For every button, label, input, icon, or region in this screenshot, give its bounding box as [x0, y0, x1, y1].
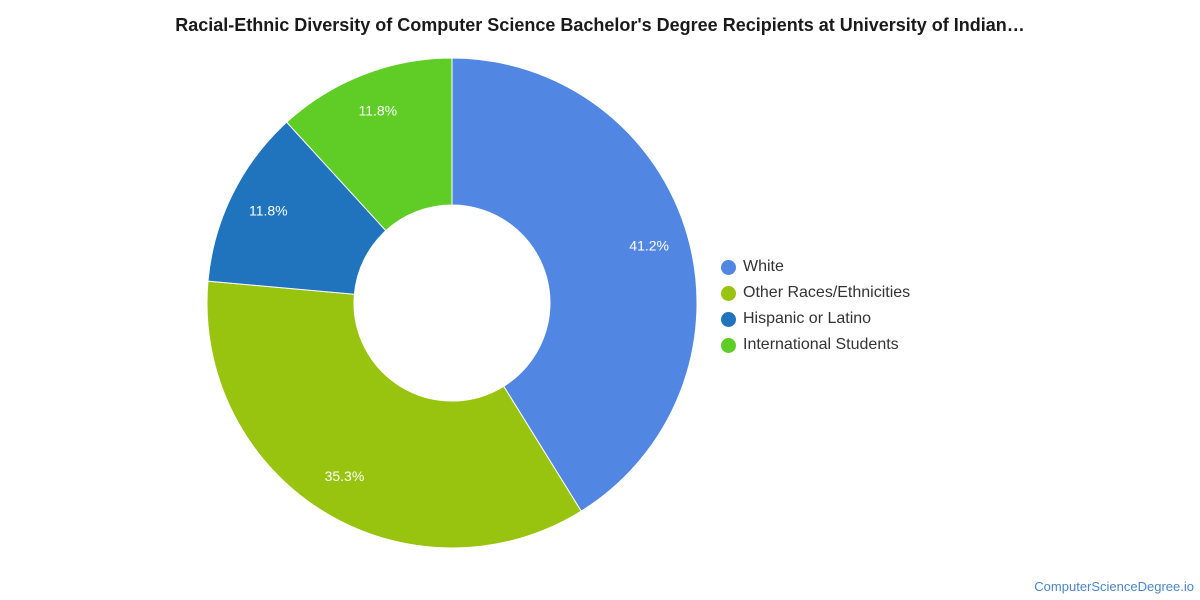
slice-value-label: 41.2%	[629, 237, 669, 253]
legend-swatch-icon	[721, 285, 736, 301]
legend-swatch-icon	[721, 259, 736, 275]
legend-label: White	[743, 258, 784, 275]
legend-swatch-icon	[721, 337, 736, 353]
chart-legend: White Other Races/Ethnicities Hispanic or …	[721, 254, 910, 358]
legend-label: Hispanic or Latino	[743, 310, 872, 327]
legend-item[interactable]: White	[721, 254, 910, 280]
legend-label: International Students	[743, 336, 899, 353]
slice-value-label: 11.8%	[358, 103, 397, 119]
donut-slice-other-races-ethnicities[interactable]	[206, 280, 582, 549]
chart-title: Racial-Ethnic Diversity of Computer Scie…	[175, 15, 1025, 35]
legend-item[interactable]: Hispanic or Latino	[721, 306, 910, 332]
donut-slice-hispanic-or-latino[interactable]	[207, 121, 387, 295]
slice-value-label: 35.3%	[325, 468, 365, 484]
legend-item[interactable]: Other Races/Ethnicities	[721, 280, 910, 306]
donut-slice-white[interactable]	[451, 57, 698, 512]
donut-slice-international-students[interactable]	[285, 57, 453, 232]
source-credit-link[interactable]: ComputerScienceDegree.io	[1034, 579, 1194, 594]
legend-swatch-icon	[721, 311, 736, 327]
legend-item[interactable]: International Students	[721, 332, 910, 358]
slice-value-label: 11.8%	[249, 203, 288, 219]
legend-label: Other Races/Ethnicities	[743, 284, 911, 301]
